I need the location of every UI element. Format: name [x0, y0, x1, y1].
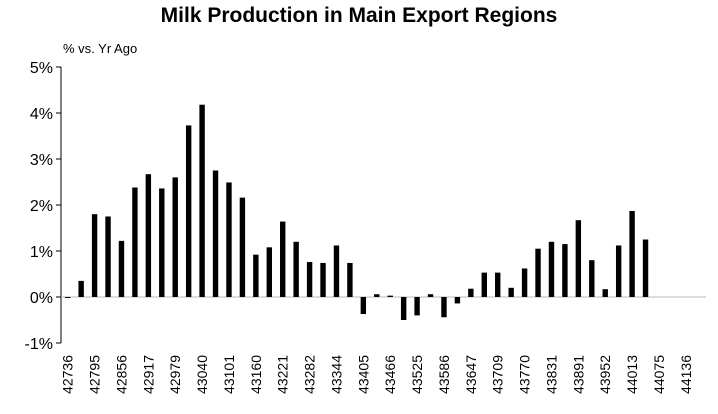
- bar-43678: [481, 272, 487, 297]
- bar-43770: [521, 268, 528, 297]
- y-tick-label: 0%: [30, 290, 53, 307]
- bar-43525: [414, 297, 420, 316]
- y-tick-label: -1%: [25, 336, 53, 353]
- bar-43405: [360, 297, 367, 315]
- bar-42736: [65, 297, 71, 298]
- x-tick-label: 44136: [678, 355, 694, 394]
- x-tick-label: 42795: [87, 355, 103, 394]
- x-tick-label: 43525: [409, 355, 425, 394]
- x-tick-label: 43647: [463, 355, 479, 394]
- bar-42887: [132, 187, 138, 297]
- bar-43313: [320, 262, 326, 297]
- axes: [56, 66, 706, 344]
- bar-43922: [589, 260, 595, 297]
- bar-43344: [333, 245, 340, 297]
- bar-43800: [535, 248, 541, 297]
- bar-43252: [293, 241, 299, 297]
- x-tick-label: 42917: [140, 355, 156, 394]
- bar-43435: [374, 294, 380, 297]
- bar-42979: [172, 177, 178, 297]
- bar-43009: [185, 125, 192, 297]
- bar-43191: [266, 247, 272, 297]
- bar-43221: [280, 221, 286, 297]
- x-tick-label: 42736: [60, 355, 76, 394]
- bar-42795: [91, 214, 98, 297]
- bar-43862: [562, 244, 568, 297]
- x-tick-label: 43770: [517, 355, 533, 394]
- x-tick-label: 43160: [248, 355, 264, 394]
- chart-title: Milk Production in Main Export Regions: [160, 4, 558, 27]
- x-tick-labels: 42736 42795 42856 42917 42979 43040 43101 43160…: [60, 355, 694, 394]
- bar-43040: [199, 104, 205, 297]
- bar-42948: [159, 188, 165, 297]
- y-tick-label: 1%: [30, 244, 53, 261]
- x-tick-label: 43831: [543, 355, 559, 394]
- y-tick-labels: -1% 0% 1% 2% 3% 4% 5%: [25, 60, 53, 353]
- x-tick-label: 44013: [624, 355, 640, 394]
- bar-43282: [306, 262, 313, 297]
- x-tick-label: 43101: [221, 355, 237, 394]
- x-tick-label: 42979: [167, 355, 183, 394]
- bar-43586: [441, 297, 447, 318]
- x-tick-label: 43466: [382, 355, 398, 394]
- bar-42767: [78, 280, 84, 297]
- bar-43101: [226, 182, 232, 297]
- bar-43709: [495, 272, 501, 297]
- x-tick-label: 43344: [328, 355, 344, 394]
- bar-43374: [347, 262, 353, 297]
- x-tick-label: 43040: [194, 355, 210, 394]
- y-tick-label: 2%: [30, 198, 53, 215]
- bar-43739: [508, 287, 514, 297]
- bar-43466: [387, 295, 393, 297]
- x-tick-label: 43952: [597, 355, 613, 394]
- x-tick-label: 43891: [570, 355, 586, 394]
- bar-43983: [615, 245, 622, 297]
- x-tick-label: 43405: [355, 355, 371, 394]
- x-tick-label: 44075: [651, 355, 667, 394]
- bar-44013: [629, 210, 635, 297]
- bar-44044: [642, 239, 649, 297]
- bar-42826: [105, 216, 111, 297]
- x-tick-label: 43709: [490, 355, 506, 394]
- y-tick-label: 3%: [30, 152, 53, 169]
- bar-43132: [239, 197, 246, 297]
- bars: [65, 104, 649, 320]
- bar-43647: [468, 288, 474, 297]
- bar-43831: [548, 241, 555, 297]
- y-axis-label: % vs. Yr Ago: [63, 41, 138, 56]
- bar-43617: [454, 297, 461, 304]
- bar-42856: [118, 240, 125, 297]
- x-tick-label: 42856: [113, 355, 129, 394]
- x-tick-label: 43586: [436, 355, 452, 394]
- bar-42917: [145, 174, 152, 297]
- x-tick-label: 43282: [302, 355, 318, 394]
- bar-43556: [427, 294, 434, 297]
- bar-43160: [253, 254, 259, 297]
- bar-43891: [575, 220, 582, 297]
- bar-43952: [602, 289, 608, 297]
- bar-43497: [400, 297, 407, 320]
- bar-43070: [212, 170, 219, 297]
- y-tick-label: 4%: [30, 106, 53, 123]
- y-tick-label: 5%: [30, 60, 53, 77]
- x-tick-label: 43221: [275, 355, 291, 394]
